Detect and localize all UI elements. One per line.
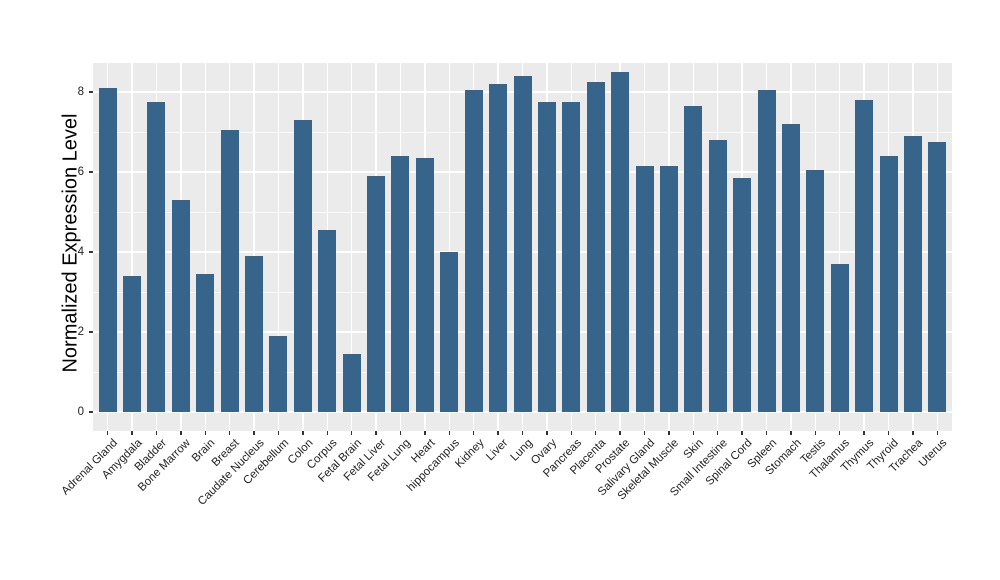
x-tick-mark <box>692 431 695 435</box>
x-tick-mark <box>741 431 743 435</box>
y-tick-label: 8 <box>77 85 84 98</box>
bar-skin <box>684 106 703 412</box>
x-major-gridline <box>253 63 255 431</box>
x-tick-mark <box>936 431 939 435</box>
x-tick-mark <box>180 431 182 435</box>
bar-stomach <box>781 124 800 412</box>
bar-liver <box>489 84 508 412</box>
bar-colon <box>293 120 312 412</box>
bar-prostate <box>611 72 630 412</box>
x-major-gridline <box>350 63 353 431</box>
x-tick-mark <box>155 431 158 435</box>
x-tick-mark <box>497 431 499 435</box>
x-tick-mark <box>668 431 670 435</box>
bar-skeletal-muscle <box>659 166 678 412</box>
x-tick-mark <box>594 431 597 435</box>
x-tick-mark <box>350 431 353 435</box>
x-tick-mark <box>765 431 768 435</box>
bar-uterus <box>928 142 947 412</box>
y-tick-label: 2 <box>77 325 84 338</box>
bar-spinal-cord <box>733 178 752 412</box>
x-tick-mark <box>399 431 402 435</box>
plot-panel <box>93 63 952 431</box>
bar-kidney <box>464 90 483 412</box>
bar-fetal-liver <box>367 176 386 412</box>
x-tick-label: Liver <box>484 437 511 464</box>
y-tick-mark <box>89 91 93 93</box>
bar-fetal-lung <box>391 156 410 412</box>
bar-bladder <box>147 102 166 412</box>
x-tick-mark <box>228 431 231 435</box>
x-tick-mark <box>472 431 475 435</box>
x-tick-mark <box>887 431 890 435</box>
y-tick-label: 4 <box>77 245 84 258</box>
bar-thalamus <box>830 264 849 412</box>
bar-spleen <box>757 90 776 412</box>
bar-ovary <box>537 102 556 412</box>
bar-fetal-brain <box>342 354 361 412</box>
x-major-gridline <box>838 63 841 431</box>
x-tick-mark <box>302 431 304 435</box>
x-tick-mark <box>375 431 377 435</box>
x-tick-mark <box>204 431 206 435</box>
x-tick-mark <box>106 431 109 435</box>
x-tick-mark <box>326 431 329 435</box>
bar-brain <box>196 274 215 412</box>
y-tick-mark <box>89 171 93 173</box>
bar-breast <box>220 130 239 412</box>
x-tick-mark <box>131 431 133 435</box>
x-tick-mark <box>253 431 255 435</box>
bar-placenta <box>586 82 605 412</box>
x-tick-mark <box>546 431 548 435</box>
x-tick-mark <box>619 431 621 435</box>
bar-small-intestine <box>708 140 727 412</box>
x-major-gridline <box>448 63 451 431</box>
bar-corpus <box>318 230 337 412</box>
bar-thyroid <box>879 156 898 412</box>
x-tick-mark <box>912 431 914 435</box>
bar-adrenal-gland <box>98 88 117 412</box>
bar-thymus <box>855 100 874 412</box>
y-tick-label: 6 <box>77 165 84 178</box>
bar-testis <box>806 170 825 412</box>
x-tick-mark <box>838 431 841 435</box>
x-tick-mark <box>716 431 719 435</box>
bar-bone-marrow <box>171 200 190 412</box>
x-tick-mark <box>277 431 280 435</box>
y-tick-mark <box>89 331 93 333</box>
y-tick-mark <box>89 411 93 413</box>
x-tick-mark <box>570 431 573 435</box>
x-tick-mark <box>863 431 865 435</box>
bar-cerebellum <box>269 336 288 412</box>
x-tick-mark <box>521 431 524 435</box>
bar-hippocampus <box>440 252 459 412</box>
bar-pancreas <box>562 102 581 412</box>
x-tick-mark <box>790 431 792 435</box>
y-tick-label: 0 <box>77 405 84 418</box>
x-tick-mark <box>424 431 426 435</box>
x-tick-mark <box>643 431 646 435</box>
x-major-gridline <box>277 63 280 431</box>
bar-lung <box>513 76 532 412</box>
bar-trachea <box>903 136 922 412</box>
x-tick-mark <box>814 431 817 435</box>
y-tick-mark <box>89 251 93 253</box>
x-major-gridline <box>131 63 133 431</box>
bar-salivary-gland <box>635 166 654 412</box>
bar-heart <box>415 158 434 412</box>
x-tick-mark <box>448 431 451 435</box>
bar-amygdala <box>123 276 142 412</box>
x-major-gridline <box>204 63 206 431</box>
bar-caudate-nucleus <box>245 256 264 412</box>
